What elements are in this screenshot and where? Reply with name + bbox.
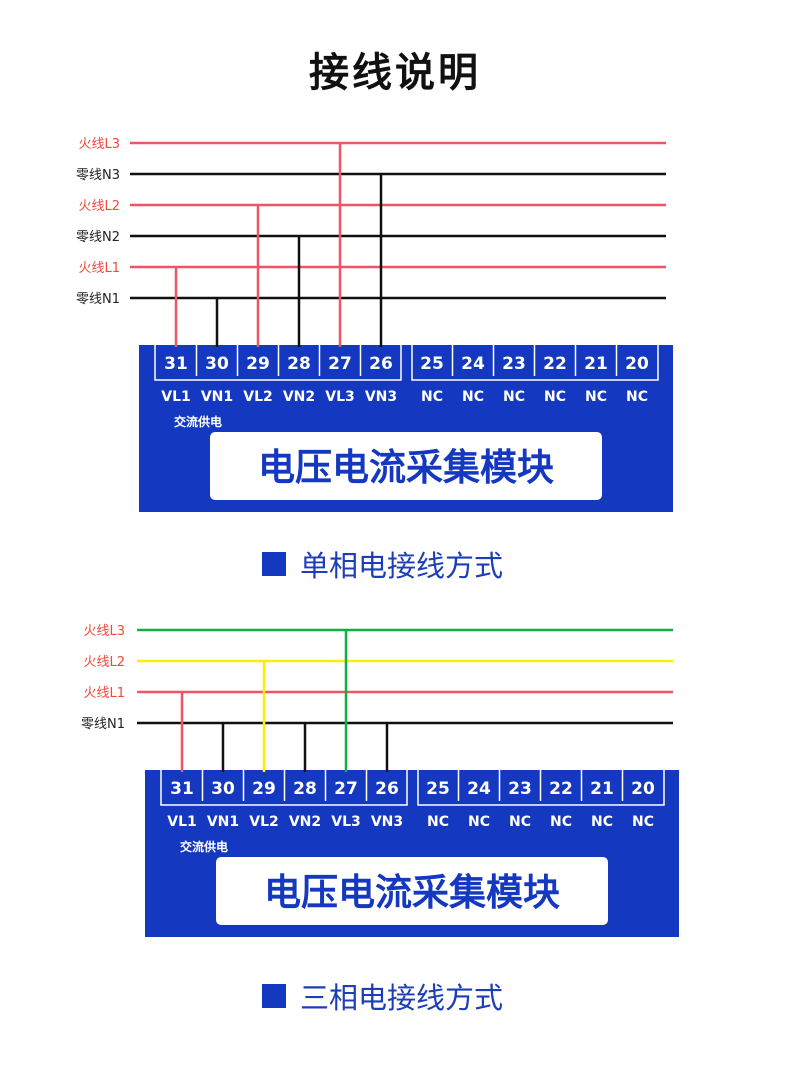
terminal-number: 25 xyxy=(426,779,450,799)
bus-label: 火线L3 xyxy=(78,137,120,152)
terminal-number: 21 xyxy=(590,779,614,799)
square-bullet-icon xyxy=(262,984,286,1008)
bus-label: 火线L3 xyxy=(83,624,125,639)
bus-label: 零线N1 xyxy=(81,717,125,732)
terminal-block-outline xyxy=(411,345,659,381)
terminal-label: NC xyxy=(503,389,525,405)
terminal-label: VN3 xyxy=(365,389,397,405)
bus-label: 零线N3 xyxy=(76,168,120,183)
terminal-number: 24 xyxy=(461,354,485,374)
terminal-label: NC xyxy=(544,389,566,405)
terminal-label: NC xyxy=(585,389,607,405)
terminal-number: 29 xyxy=(246,354,270,374)
terminal-label: NC xyxy=(468,814,490,830)
terminal-number: 29 xyxy=(252,779,276,799)
terminal-label: NC xyxy=(632,814,654,830)
terminal-label: VL2 xyxy=(249,814,279,830)
terminal-number: 30 xyxy=(205,354,229,374)
terminal-label: NC xyxy=(626,389,648,405)
terminal-label: VN2 xyxy=(289,814,321,830)
terminal-number: 22 xyxy=(543,354,567,374)
caption-three-phase: 三相电接线方式 xyxy=(262,975,503,1017)
terminal-label: VL2 xyxy=(243,389,273,405)
terminal-number: 23 xyxy=(508,779,532,799)
terminal-number: 31 xyxy=(164,354,188,374)
caption-text: 单相电接线方式 xyxy=(300,549,504,583)
terminal-label: NC xyxy=(462,389,484,405)
terminal-block-outline xyxy=(154,345,402,381)
bus-label: 零线N2 xyxy=(76,230,120,245)
terminal-label: VN1 xyxy=(207,814,239,830)
module-name: 电压电流采集模块 xyxy=(258,446,554,489)
terminal-label: VN3 xyxy=(371,814,403,830)
terminal-number: 27 xyxy=(328,354,352,374)
terminal-label: NC xyxy=(427,814,449,830)
terminal-label: NC xyxy=(591,814,613,830)
terminal-number: 23 xyxy=(502,354,526,374)
module-name-panel xyxy=(216,857,608,925)
module-name: 电压电流采集模块 xyxy=(264,871,560,914)
caption-text: 三相电接线方式 xyxy=(300,981,504,1015)
terminal-block-outline xyxy=(417,770,665,806)
supply-label: 交流供电 xyxy=(174,414,222,429)
terminal-block-outline xyxy=(160,770,408,806)
bus-label: 火线L2 xyxy=(83,655,125,670)
page-title: 接线说明 xyxy=(309,50,481,96)
terminal-label: NC xyxy=(550,814,572,830)
terminal-label: VL3 xyxy=(331,814,361,830)
terminal-number: 21 xyxy=(584,354,608,374)
bus-label: 零线N1 xyxy=(76,292,120,307)
terminal-label: VL3 xyxy=(325,389,355,405)
terminal-label: NC xyxy=(509,814,531,830)
terminal-label: VN1 xyxy=(201,389,233,405)
terminal-label: NC xyxy=(421,389,443,405)
terminal-number: 28 xyxy=(287,354,311,374)
bus-label: 火线L2 xyxy=(78,199,120,214)
terminal-number: 27 xyxy=(334,779,358,799)
terminal-number: 28 xyxy=(293,779,317,799)
terminal-number: 31 xyxy=(170,779,194,799)
square-bullet-icon xyxy=(262,552,286,576)
terminal-label: VN2 xyxy=(283,389,315,405)
module-name-panel xyxy=(210,432,602,500)
terminal-label: VL1 xyxy=(161,389,191,405)
terminal-number: 30 xyxy=(211,779,235,799)
terminal-number: 20 xyxy=(631,779,655,799)
bus-label: 火线L1 xyxy=(83,686,125,701)
terminal-number: 22 xyxy=(549,779,573,799)
caption-single-phase: 单相电接线方式 xyxy=(262,543,503,585)
terminal-label: VL1 xyxy=(167,814,197,830)
terminal-number: 26 xyxy=(375,779,399,799)
terminal-number: 26 xyxy=(369,354,393,374)
supply-label: 交流供电 xyxy=(180,839,228,854)
terminal-number: 20 xyxy=(625,354,649,374)
terminal-number: 25 xyxy=(420,354,444,374)
terminal-number: 24 xyxy=(467,779,491,799)
bus-label: 火线L1 xyxy=(78,261,120,276)
